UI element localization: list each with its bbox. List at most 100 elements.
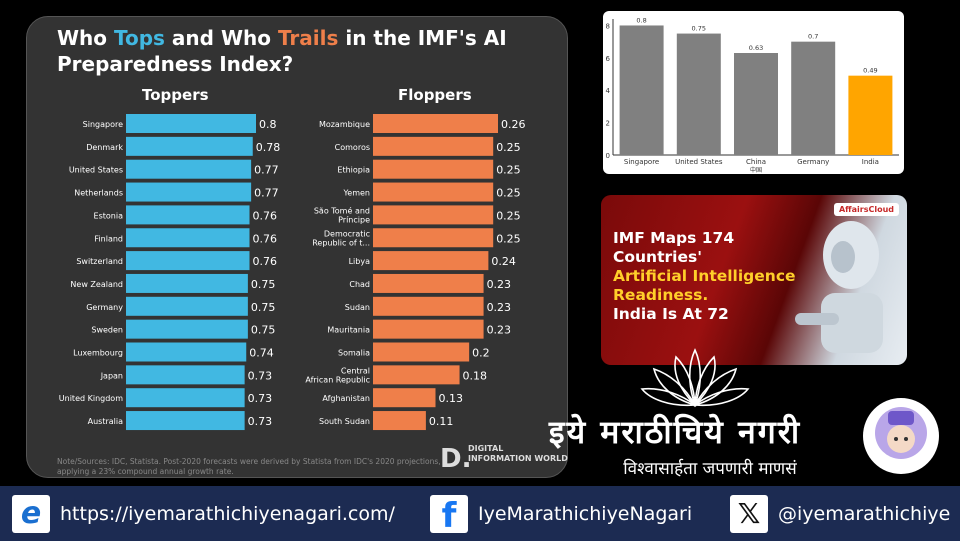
topper-bar (126, 342, 247, 362)
flopper-value: 0.18 (463, 369, 488, 382)
flopper-bar (373, 411, 426, 431)
bar-value: 0.8 (636, 16, 646, 24)
topper-label: Denmark (86, 143, 123, 152)
topper-bar (126, 136, 253, 156)
topper-label: Switzerland (76, 257, 123, 266)
bar-value: 0.7 (808, 33, 818, 41)
topper-value: 0.8 (259, 118, 277, 131)
flopper-label: Central African Republic (305, 366, 370, 384)
topper-value: 0.75 (251, 278, 276, 291)
country-comparison-chart: 0 2 4 6 8 0.8 Singapore 0.75 United States 0.63 Ch… (603, 11, 904, 174)
facebook-icon: f (430, 494, 468, 536)
topper-value: 0.75 (251, 301, 276, 314)
flopper-label: Libya (349, 257, 370, 266)
topper-value: 0.77 (254, 164, 279, 177)
website-url: https://iyemarathichiyenagari.com/ (60, 502, 395, 525)
facebook-link[interactable]: f IyeMarathichiyeNagari (430, 486, 692, 541)
country-bar (791, 41, 836, 155)
x-tick-sublabel: 中国 (750, 166, 762, 174)
topper-bar (126, 228, 250, 248)
flopper-label: Yemen (342, 189, 370, 198)
topper-bar (126, 296, 248, 316)
x-tick-label: Germany (797, 158, 829, 166)
topper-value: 0.74 (249, 347, 274, 360)
country-bar (848, 75, 893, 155)
topper-bar (126, 205, 250, 225)
topper-value: 0.75 (251, 324, 276, 337)
topper-bar (126, 159, 252, 179)
topper-value: 0.73 (248, 392, 273, 405)
topper-value: 0.77 (254, 187, 279, 200)
lotus-icon (640, 348, 750, 408)
topper-label: Japan (100, 371, 123, 380)
promo-text: IMF Maps 174 Countries' Artificial Intel… (613, 229, 796, 323)
flopper-bar (373, 182, 494, 202)
flopper-value: 0.25 (496, 209, 521, 222)
flopper-value: 0.26 (501, 118, 526, 131)
flopper-label: Democratic Republic of t... (312, 229, 370, 247)
twitter-handle: @iyemarathichiye (778, 502, 951, 525)
edge-browser-icon: e (12, 494, 50, 533)
flopper-value: 0.25 (496, 164, 521, 177)
flopper-label: Mauritania (327, 326, 370, 335)
flopper-value: 0.25 (496, 232, 521, 245)
topper-label: Finland (94, 234, 123, 243)
flopper-value: 0.11 (429, 415, 454, 428)
flopper-bar (373, 136, 494, 156)
marathi-title: इये मराठीचिये नगरी (548, 413, 802, 451)
flopper-bar (373, 388, 436, 408)
bar-value: 0.63 (749, 44, 763, 52)
topper-label: Luxembourg (73, 349, 123, 358)
topper-bar (126, 273, 248, 293)
country-bar (676, 33, 721, 155)
affairscloud-promo[interactable]: AffairsCloud IMF Maps 174 Countries' Art… (601, 195, 907, 365)
x-icon: 𝕏 (730, 494, 768, 533)
flopper-label: Mozambique (319, 120, 370, 129)
chart-card: Who Tops and Who Trails in the IMF's AI … (26, 16, 568, 478)
source-note: Note/Sources: IDC, Statista. Post-2020 f… (57, 457, 441, 476)
flopper-value: 0.25 (496, 187, 521, 200)
chart-title: Who Tops and Who Trails in the IMF's AI … (57, 26, 507, 76)
flopper-label: Ethiopia (337, 166, 370, 175)
flopper-value: 0.24 (491, 255, 516, 268)
topper-bar (126, 388, 245, 408)
flopper-value: 0.23 (487, 301, 512, 314)
flopper-bar (373, 159, 494, 179)
flopper-bar (373, 342, 470, 362)
flopper-bar (373, 365, 460, 385)
twitter-link[interactable]: 𝕏 @iyemarathichiye (730, 486, 950, 541)
topper-value: 0.73 (248, 415, 273, 428)
marathi-subtitle: विश्वासार्हता जपणारी माणसं (623, 459, 797, 479)
topper-label: Sweden (91, 326, 123, 335)
topper-label: Singapore (83, 120, 123, 129)
krishna-avatar (863, 398, 939, 474)
topper-label: Australia (88, 417, 123, 426)
flopper-label: Comoros (335, 143, 370, 152)
topper-label: United States (69, 166, 123, 175)
flopper-bar (373, 319, 484, 339)
x-tick-label: United States (675, 158, 723, 166)
y-tick-label: 6 (606, 55, 611, 63)
flopper-value: 0.25 (496, 141, 521, 154)
topper-bar (126, 411, 245, 431)
flopper-bar (373, 273, 484, 293)
y-tick-label: 4 (606, 87, 611, 95)
flopper-value: 0.23 (487, 324, 512, 337)
affairscloud-badge: AffairsCloud (833, 203, 899, 216)
flopper-label: Sudan (345, 303, 370, 312)
country-bar (734, 53, 778, 155)
y-tick-label: 2 (606, 120, 610, 128)
topper-label: New Zealand (70, 280, 123, 289)
flopper-bar (373, 228, 494, 248)
topper-value: 0.76 (253, 255, 278, 268)
flopper-label: Somalia (338, 349, 370, 358)
topper-label: Germany (86, 303, 123, 312)
robot-icon (795, 221, 883, 353)
x-tick-label: India (862, 158, 879, 166)
website-link[interactable]: e https://iyemarathichiyenagari.com/ (12, 486, 395, 541)
bar-value: 0.49 (863, 67, 877, 75)
topper-value: 0.76 (253, 232, 278, 245)
flopper-bar (373, 251, 489, 271)
toppers-heading: Toppers (142, 86, 209, 104)
flopper-bar (373, 114, 498, 133)
